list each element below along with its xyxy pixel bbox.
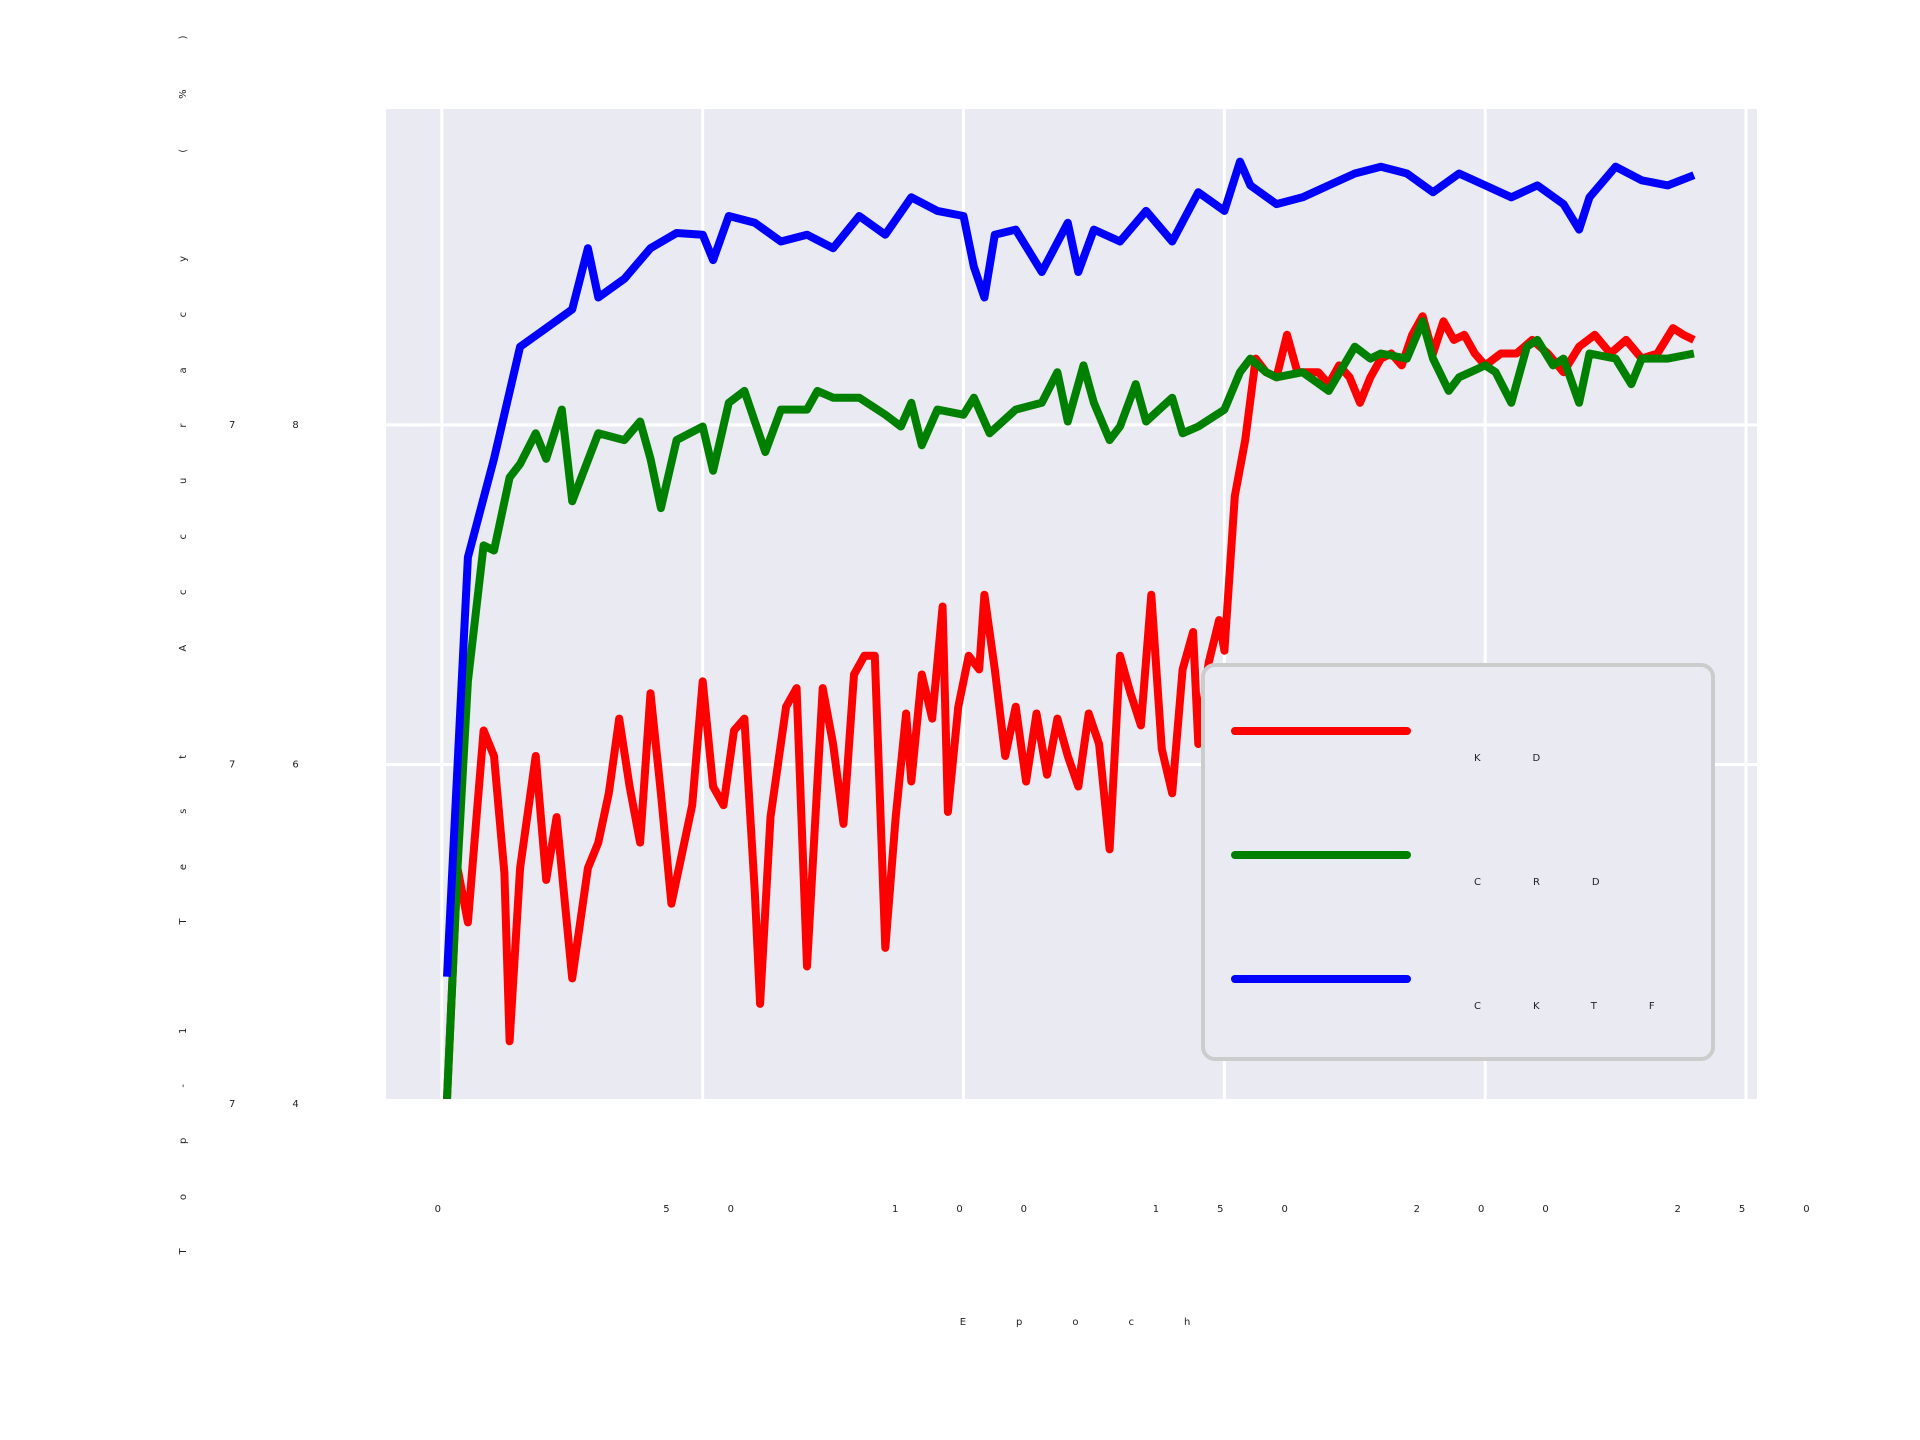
- x-tick-label: 250: [1674, 1204, 1867, 1215]
- y-tick-label: 78: [229, 420, 356, 431]
- legend-label: KD: [1474, 753, 1592, 764]
- y-tick-label: 76: [229, 759, 356, 770]
- x-tick-label: 0: [435, 1204, 499, 1215]
- y-axis-label: Top-1 Test Accuracy (%): [178, 0, 189, 1256]
- x-tick-label: 200: [1414, 1204, 1607, 1215]
- series-line: [443, 317, 1695, 1099]
- y-tick-label: 74: [229, 1099, 356, 1110]
- legend-label: CKTF: [1474, 1001, 1707, 1012]
- x-axis-label: Epoch: [960, 1317, 1241, 1328]
- series-line: [443, 157, 1696, 977]
- x-tick-label: 150: [1153, 1204, 1346, 1215]
- x-tick-label: 100: [892, 1204, 1085, 1215]
- legend-label: CRD: [1474, 877, 1652, 888]
- legend-box: [1201, 663, 1715, 1061]
- x-tick-label: 50: [663, 1204, 792, 1215]
